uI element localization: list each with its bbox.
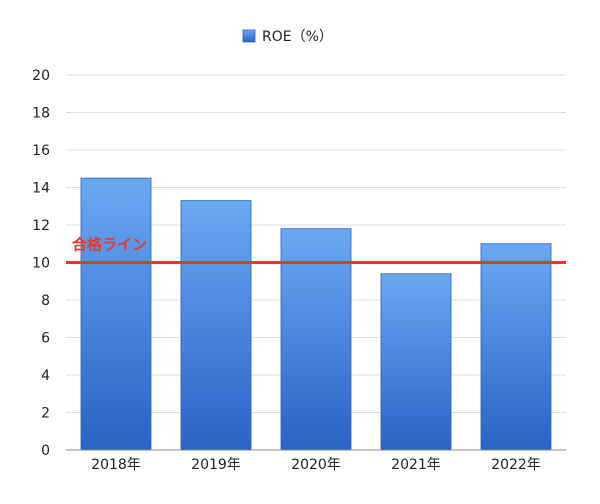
x-tick-label: 2021年 <box>391 457 441 473</box>
bar <box>80 177 152 451</box>
y-tick-label: 6 <box>41 331 50 347</box>
legend: ROE（%） <box>242 29 333 45</box>
bar <box>180 200 252 451</box>
y-tick-label: 14 <box>32 181 50 197</box>
y-tick-label: 18 <box>32 106 50 122</box>
x-axis-ticks: 2018年 2019年 2020年 2021年 2022年 <box>91 457 541 473</box>
y-tick-label: 10 <box>32 256 50 272</box>
bar <box>380 273 452 451</box>
x-tick-label: 2019年 <box>191 457 241 473</box>
y-tick-label: 2 <box>41 406 50 422</box>
x-tick-label: 2020年 <box>291 457 341 473</box>
reference-line-group: 合格ライン <box>66 236 566 264</box>
y-tick-label: 8 <box>41 293 50 309</box>
legend-label: ROE（%） <box>262 29 333 45</box>
y-axis-ticks: 0 2 4 6 8 10 12 14 16 18 20 <box>32 68 50 459</box>
y-tick-label: 20 <box>32 68 50 84</box>
y-tick-label: 4 <box>41 368 50 384</box>
x-tick-label: 2022年 <box>491 457 541 473</box>
bar <box>480 243 552 451</box>
reference-line-label: 合格ライン <box>71 236 147 254</box>
legend-swatch <box>242 29 256 43</box>
x-tick-label: 2018年 <box>91 457 141 473</box>
y-tick-label: 16 <box>32 143 50 159</box>
bars <box>80 177 552 451</box>
bar <box>280 228 352 451</box>
y-tick-label: 0 <box>41 443 50 459</box>
y-tick-label: 12 <box>32 218 50 234</box>
